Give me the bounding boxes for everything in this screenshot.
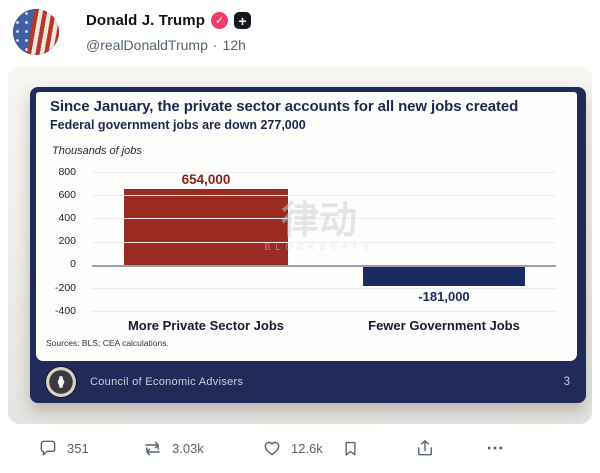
tweet-image[interactable]: Since January, the private sector accoun… — [8, 66, 592, 424]
bar-value-label-government: -181,000 — [418, 288, 470, 304]
timestamp[interactable]: 12h — [222, 37, 246, 53]
y-tick-label: 400 — [58, 211, 76, 224]
like-count: 12.6k — [291, 440, 323, 456]
bar-value-label-private: 654,000 — [181, 171, 231, 187]
avatar[interactable] — [13, 9, 59, 55]
like-button[interactable]: 12.6k — [262, 430, 323, 466]
gridline — [92, 172, 556, 173]
gridline — [92, 218, 556, 220]
heart-icon — [264, 441, 280, 456]
y-tick-label: 200 — [58, 235, 76, 248]
repost-count: 3.03k — [172, 440, 204, 456]
plot-area: 654,000 -181,000 More Private Sector Job… — [36, 166, 577, 347]
cea-seal-icon — [46, 367, 76, 397]
zero-axis-line — [92, 264, 556, 267]
more-button[interactable] — [485, 430, 505, 466]
bar-government — [363, 264, 525, 286]
gridline — [92, 288, 556, 289]
gridline — [92, 241, 556, 243]
slide-footer: Council of Economic Advisers 3 — [30, 361, 586, 403]
cea-slide: Since January, the private sector accoun… — [30, 87, 586, 403]
y-axis-label: Thousands of jobs — [52, 145, 142, 157]
chart-title: Since January, the private sector accoun… — [50, 98, 519, 115]
y-tick-label: -400 — [54, 304, 76, 317]
category-label-government: Fewer Government Jobs — [368, 318, 520, 333]
chart-subtitle: Federal government jobs are down 277,000 — [50, 118, 306, 132]
bookmark-icon — [345, 441, 356, 456]
y-tick-label: 600 — [58, 188, 76, 201]
bar-private-sector — [124, 188, 288, 265]
bookmark-button[interactable] — [341, 430, 360, 466]
y-tick-label: 0 — [70, 258, 76, 271]
share-button[interactable] — [415, 430, 435, 466]
gridline — [92, 195, 556, 197]
author-name[interactable]: Donald J. Trump — [86, 12, 206, 29]
author-handle[interactable]: @realDonaldTrump — [86, 37, 208, 53]
y-tick-label: 800 — [58, 165, 76, 178]
slide-content: Since January, the private sector accoun… — [36, 92, 577, 361]
repost-icon — [145, 441, 160, 455]
slide-page-number: 3 — [563, 376, 570, 388]
reply-icon — [40, 440, 56, 456]
tweet-action-bar: 351 3.03k 12.6k — [8, 424, 592, 473]
repost-button[interactable]: 3.03k — [142, 430, 204, 466]
reply-count: 351 — [67, 440, 89, 456]
share-icon — [418, 440, 432, 456]
subscribe-plus-icon[interactable]: + — [234, 12, 252, 29]
reply-button[interactable]: 351 — [38, 430, 89, 466]
ellipsis-icon — [487, 446, 503, 450]
gridline — [92, 311, 556, 313]
footer-org-name: Council of Economic Advisers — [90, 376, 244, 388]
verified-badge-icon: ✓ — [211, 12, 229, 29]
category-label-private: More Private Sector Jobs — [127, 318, 285, 333]
sources-note: Sources: BLS; CEA calculations. — [46, 338, 169, 348]
y-tick-label: -200 — [54, 281, 76, 294]
dot-separator: · — [212, 37, 218, 53]
